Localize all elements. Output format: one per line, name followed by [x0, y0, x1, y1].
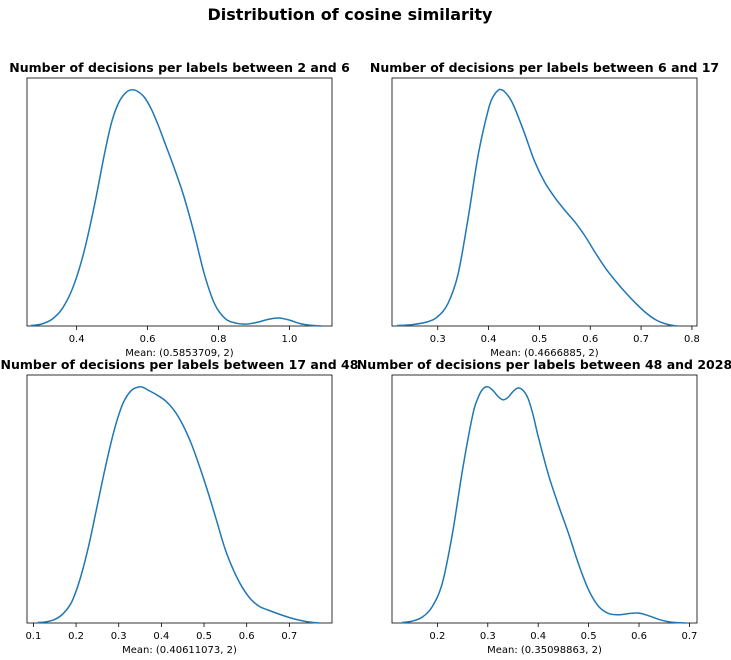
density-curve — [30, 88, 322, 327]
x-tick-label: 0.8 — [211, 334, 227, 345]
x-ticks: 0.3 0.4 0.5 0.6 0.7 0.8 — [430, 326, 700, 345]
axes-frame — [26, 374, 333, 624]
x-tick-label: 0.4 — [481, 334, 497, 345]
x-axis-label: Mean: (0.5853709, 2) — [125, 348, 233, 359]
subplot-title: Number of decisions per labels between 1… — [1, 357, 359, 372]
x-tick-label: 0.3 — [430, 334, 446, 345]
x-tick-label: 0.4 — [69, 334, 85, 345]
axes-frame — [391, 77, 698, 327]
axes-frame — [391, 374, 698, 624]
x-axis-label: Mean: (0.4666885, 2) — [490, 348, 598, 359]
subplot-title: Number of decisions per labels between 6… — [370, 60, 719, 75]
x-tick-label: 0.7 — [681, 631, 697, 642]
x-tick-label: 0.4 — [153, 631, 169, 642]
x-tick-label: 0.3 — [111, 631, 127, 642]
x-ticks: 0.2 0.3 0.4 0.5 0.6 0.7 — [429, 623, 697, 642]
density-curve — [401, 386, 685, 624]
subplot-bottom-left: Number of decisions per labels between 1… — [1, 357, 359, 656]
subplot-bottom-right: Number of decisions per labels between 4… — [357, 357, 731, 656]
x-tick-label: 0.2 — [68, 631, 84, 642]
axes-frame — [26, 77, 333, 327]
subplot-top-right: Number of decisions per labels between 6… — [370, 60, 719, 359]
x-tick-label: 0.5 — [196, 631, 212, 642]
x-tick-label: 0.8 — [684, 334, 700, 345]
x-ticks: 0.1 0.2 0.3 0.4 0.5 0.6 0.7 — [25, 623, 297, 642]
x-tick-label: 1.0 — [281, 334, 297, 345]
x-tick-label: 0.7 — [633, 334, 649, 345]
x-tick-label: 0.2 — [429, 631, 445, 642]
x-tick-label: 0.1 — [25, 631, 41, 642]
x-tick-label: 0.5 — [581, 631, 597, 642]
x-tick-label: 0.6 — [631, 631, 647, 642]
x-tick-label: 0.6 — [582, 334, 598, 345]
subplot-top-left: Number of decisions per labels between 2… — [9, 60, 350, 359]
subplot-title: Number of decisions per labels between 2… — [9, 60, 350, 75]
x-tick-label: 0.6 — [239, 631, 255, 642]
density-curve — [397, 88, 677, 327]
x-ticks: 0.4 0.6 0.8 1.0 — [69, 326, 297, 345]
figure-title: Distribution of cosine similarity — [208, 5, 494, 24]
x-tick-label: 0.4 — [530, 631, 546, 642]
subplot-title: Number of decisions per labels between 4… — [357, 357, 731, 372]
x-axis-label: Mean: (0.35098863, 2) — [487, 645, 602, 656]
x-tick-label: 0.3 — [480, 631, 496, 642]
x-tick-label: 0.7 — [281, 631, 297, 642]
x-axis-label: Mean: (0.40611073, 2) — [122, 645, 237, 656]
x-tick-label: 0.5 — [531, 334, 547, 345]
x-tick-label: 0.6 — [140, 334, 156, 345]
density-curve — [37, 385, 320, 624]
